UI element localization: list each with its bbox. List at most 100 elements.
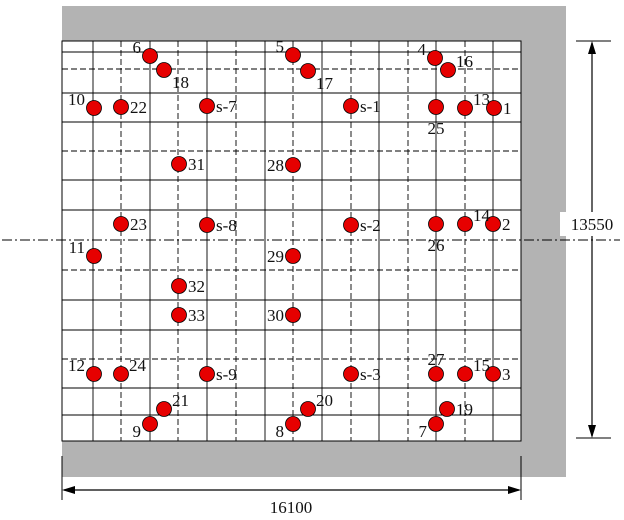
measurement-point: 20 <box>300 391 333 417</box>
measurement-point: 21 <box>156 391 189 417</box>
point-label: 13 <box>473 90 490 109</box>
point-marker <box>86 100 102 116</box>
point-marker <box>428 366 444 382</box>
measurement-point: s-1 <box>343 97 381 116</box>
measurement-point: 13 <box>457 90 490 116</box>
point-label: 22 <box>130 98 147 117</box>
point-marker <box>199 217 215 233</box>
point-label: s-2 <box>360 216 381 235</box>
measurement-point: 10 <box>68 90 102 116</box>
measurement-point: 8 <box>276 416 301 441</box>
point-marker <box>171 307 187 323</box>
point-label: 12 <box>68 356 85 375</box>
point-marker <box>486 100 502 116</box>
measurement-point: 1 <box>486 99 512 118</box>
measurement-point: 23 <box>113 215 147 234</box>
point-label: 18 <box>172 73 189 92</box>
measurement-point: 4 <box>418 40 443 66</box>
height-dimension: 13550 <box>560 40 624 439</box>
point-marker <box>113 99 129 115</box>
point-label: 14 <box>473 206 491 225</box>
point-marker <box>86 248 102 264</box>
measurement-point: 15 <box>457 356 490 382</box>
point-label: 9 <box>133 422 142 441</box>
measurement-point: 31 <box>171 155 205 174</box>
point-label: s-3 <box>360 365 381 384</box>
measurement-point: 22 <box>113 98 147 117</box>
point-marker <box>457 366 473 382</box>
point-marker <box>428 416 444 432</box>
point-marker <box>156 401 172 417</box>
measurement-point: 3 <box>485 365 511 384</box>
point-label: 7 <box>419 422 428 441</box>
point-label: 3 <box>502 365 511 384</box>
point-marker <box>285 307 301 323</box>
point-marker <box>343 98 359 114</box>
measurement-point: 29 <box>267 247 301 266</box>
measurement-point: 16 <box>440 52 473 78</box>
width-dimension-label: 16100 <box>270 498 313 517</box>
point-marker <box>113 366 129 382</box>
point-marker <box>439 401 455 417</box>
point-label: 4 <box>418 40 427 59</box>
point-label: 2 <box>502 215 511 234</box>
point-label: 15 <box>473 356 490 375</box>
point-label: 28 <box>267 156 284 175</box>
point-label: 33 <box>188 306 205 325</box>
point-marker <box>485 366 501 382</box>
point-label: s-7 <box>216 97 237 116</box>
point-marker <box>440 62 456 78</box>
point-label: 30 <box>267 306 284 325</box>
width-dimension: 16100 <box>61 456 522 517</box>
measurement-point: s-8 <box>199 216 237 235</box>
point-marker <box>457 216 473 232</box>
point-label: 5 <box>276 37 285 56</box>
measurement-point: 14 <box>457 206 491 232</box>
point-label: 24 <box>129 356 147 375</box>
measurement-point: 17 <box>300 63 334 93</box>
point-marker <box>300 63 316 79</box>
point-label: 11 <box>69 238 85 257</box>
measurement-point: 33 <box>171 306 205 325</box>
point-marker <box>285 248 301 264</box>
point-label: s-9 <box>216 365 237 384</box>
measurement-point: 30 <box>267 306 301 325</box>
point-marker <box>343 366 359 382</box>
point-label: 8 <box>276 422 285 441</box>
measurement-point: 12 <box>68 356 102 382</box>
measurement-point: 28 <box>267 156 301 175</box>
point-marker <box>142 48 158 64</box>
point-marker <box>113 216 129 232</box>
measurement-point: 7 <box>419 416 444 441</box>
point-label: 29 <box>267 247 284 266</box>
point-marker <box>199 98 215 114</box>
point-marker <box>343 217 359 233</box>
measurement-point: 24 <box>113 356 147 382</box>
point-label: 17 <box>316 74 334 93</box>
point-label: 25 <box>428 119 445 138</box>
measurement-point: s-7 <box>199 97 237 116</box>
measurement-point: 26 <box>428 216 445 255</box>
point-marker <box>285 157 301 173</box>
point-label: 23 <box>130 215 147 234</box>
measurement-point: 32 <box>171 277 205 296</box>
point-label: 32 <box>188 277 205 296</box>
measurement-points: 1234567891011121314151617181920212223242… <box>68 37 512 441</box>
point-marker <box>142 416 158 432</box>
point-label: 26 <box>428 236 445 255</box>
point-marker <box>171 278 187 294</box>
point-marker <box>485 216 501 232</box>
measurement-point: s-9 <box>199 365 237 384</box>
measurement-point: 25 <box>428 99 445 138</box>
point-label: s-1 <box>360 97 381 116</box>
point-marker <box>457 100 473 116</box>
point-label: 20 <box>316 391 333 410</box>
point-marker <box>428 99 444 115</box>
point-marker <box>171 156 187 172</box>
point-label: 19 <box>456 400 473 419</box>
point-label: 27 <box>428 350 446 369</box>
point-label: 1 <box>503 99 512 118</box>
measurement-point: s-2 <box>343 216 381 235</box>
point-marker <box>199 366 215 382</box>
